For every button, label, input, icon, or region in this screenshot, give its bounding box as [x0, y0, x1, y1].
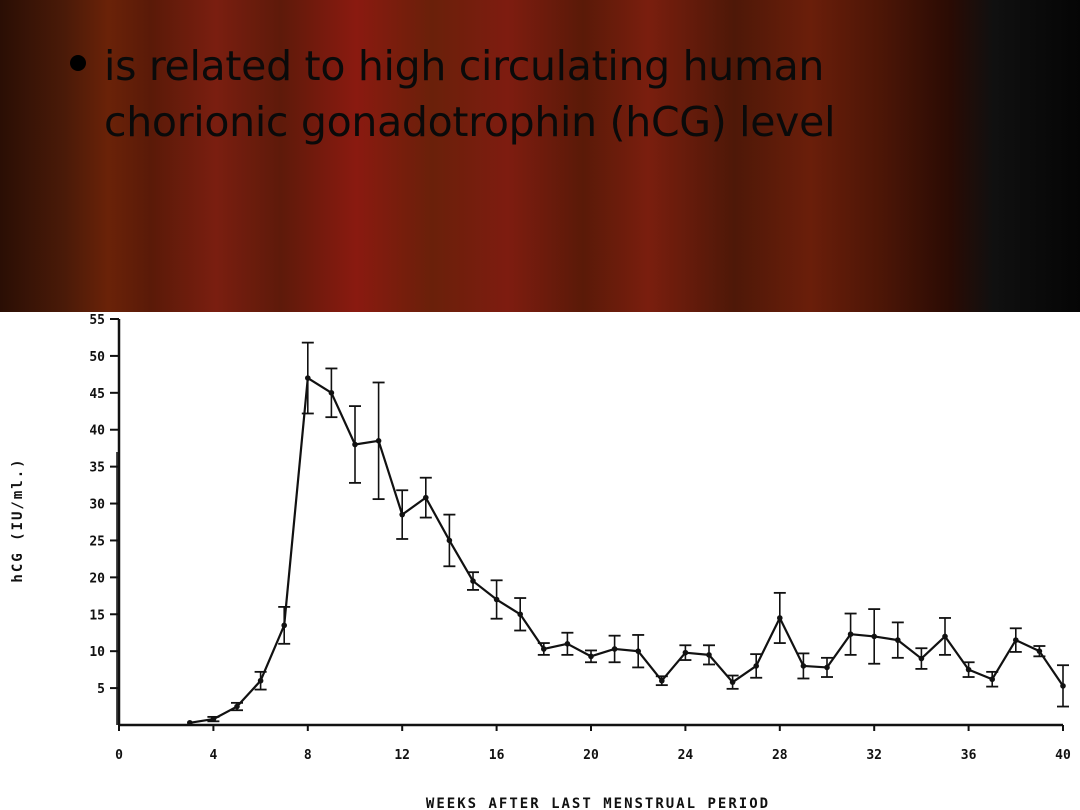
- x-tick-label: 0: [115, 748, 123, 763]
- data-point: [918, 655, 925, 662]
- hcg-series-line: [189, 376, 1064, 724]
- data-point: [257, 677, 264, 684]
- data-point: [493, 596, 500, 603]
- data-point: [847, 631, 854, 638]
- data-point: [706, 652, 712, 658]
- data-point: [611, 646, 618, 652]
- x-tick-label: 36: [961, 748, 977, 763]
- hcg-line-chart: 5 10 15 20 25 30 35 40 45 50 55 0 4 8 12 16 20 24 28 32 36 4…: [10, 313, 1071, 810]
- data-point: [729, 679, 736, 685]
- y-axis-label: hCG (IU/ml.): [10, 457, 26, 582]
- y-tick-label: 35: [89, 461, 105, 476]
- x-tick-label: 20: [583, 748, 599, 763]
- bullet-dot-icon: [70, 55, 86, 71]
- data-point: [588, 653, 594, 660]
- data-point: [564, 641, 571, 647]
- data-point: [871, 633, 877, 640]
- x-tick-label: 28: [772, 748, 788, 763]
- bullet-text: is related to high circulating human cho…: [104, 42, 836, 146]
- bullet-point: is related to high circulating human cho…: [70, 38, 950, 150]
- data-point: [942, 633, 948, 640]
- y-tick-label: 45: [89, 387, 105, 402]
- hcg-series: [187, 341, 1069, 726]
- data-point: [375, 438, 382, 444]
- data-point: [234, 703, 240, 710]
- y-tick-label: 50: [89, 350, 105, 365]
- data-point: [399, 511, 406, 518]
- data-point: [800, 663, 807, 669]
- x-tick-label: 4: [209, 748, 217, 763]
- data-point: [352, 441, 358, 448]
- data-point: [659, 677, 665, 684]
- y-tick-label: 10: [89, 645, 105, 660]
- data-point: [187, 719, 193, 726]
- y-tick-label: 55: [89, 313, 105, 328]
- data-point: [965, 666, 972, 673]
- data-point: [541, 646, 547, 652]
- y-tick-label: 30: [89, 498, 105, 513]
- data-point: [989, 676, 995, 683]
- y-tick-label: 15: [89, 608, 105, 623]
- data-point: [328, 390, 335, 396]
- slide-header-background: is related to high circulating human cho…: [0, 0, 1080, 312]
- data-point: [895, 637, 901, 643]
- x-tick-label: 24: [678, 748, 694, 763]
- data-point: [305, 375, 311, 381]
- x-axis-label: WEEKS AFTER LAST MENSTRUAL PERIOD: [426, 796, 770, 810]
- x-tick-label: 40: [1055, 748, 1071, 763]
- data-point: [777, 615, 783, 621]
- data-point: [1036, 648, 1043, 654]
- x-tick-label: 32: [866, 748, 882, 763]
- data-point: [446, 537, 453, 544]
- data-point: [1060, 683, 1066, 689]
- data-point: [824, 664, 830, 671]
- x-tick-label: 16: [489, 748, 505, 763]
- x-tick-label: 8: [304, 748, 312, 763]
- y-tick-label: 20: [89, 571, 105, 586]
- y-tick-label: 25: [89, 534, 105, 549]
- data-point: [423, 494, 429, 501]
- y-tick-label: 5: [97, 682, 105, 697]
- y-axis-ticks: 5 10 15 20 25 30 35 40 45 50 55: [89, 313, 119, 697]
- data-point: [682, 649, 689, 656]
- data-point: [210, 716, 217, 722]
- x-tick-label: 12: [394, 748, 410, 763]
- x-axis-ticks: 0 4 8 12 16 20 24 28 32 36 40: [115, 725, 1071, 763]
- data-point: [1013, 637, 1019, 643]
- data-point: [517, 611, 523, 618]
- data-point: [753, 663, 759, 669]
- data-point: [281, 622, 288, 629]
- data-point: [635, 648, 641, 654]
- y-tick-label: 40: [89, 424, 105, 439]
- data-point: [470, 578, 476, 584]
- hcg-chart-panel: 5 10 15 20 25 30 35 40 45 50 55 0 4 8 12 16 20 24 28 32 36 4…: [0, 312, 1080, 810]
